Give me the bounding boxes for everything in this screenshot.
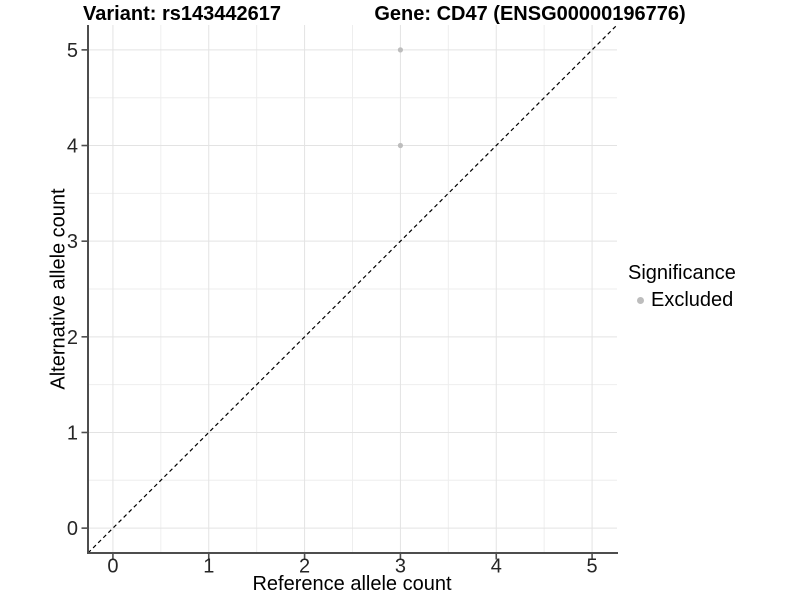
excluded-point-icon — [637, 297, 644, 304]
x-tick-label: 2 — [299, 556, 310, 578]
y-tick-label: 4 — [67, 136, 78, 158]
legend-title: Significance — [628, 262, 736, 284]
y-tick-label: 0 — [67, 518, 78, 540]
identity-dashed-line — [87, 24, 618, 554]
x-tick-label: 3 — [395, 556, 406, 578]
x-tick-label: 1 — [203, 556, 214, 578]
y-tick-label: 3 — [67, 231, 78, 253]
y-tick-label: 2 — [67, 327, 78, 349]
plot-title-gene: Gene: CD47 (ENSG00000196776) — [374, 3, 686, 25]
y-axis-label: Alternative allele count — [47, 188, 70, 390]
y-tick-label: 5 — [67, 40, 78, 62]
x-tick-label: 0 — [107, 556, 118, 578]
data-point — [397, 142, 404, 149]
x-tick-label: 5 — [587, 556, 598, 578]
x-tick-label: 4 — [491, 556, 502, 578]
y-tick-label: 1 — [67, 422, 78, 444]
legend: Significance Excluded — [628, 262, 736, 312]
x-axis-label: Reference allele count — [252, 573, 452, 595]
legend-item-excluded: Excluded — [628, 289, 736, 312]
legend-item-label: Excluded — [651, 289, 734, 311]
plot-title-variant: Variant: rs143442617 — [83, 3, 281, 25]
data-point — [397, 47, 404, 53]
